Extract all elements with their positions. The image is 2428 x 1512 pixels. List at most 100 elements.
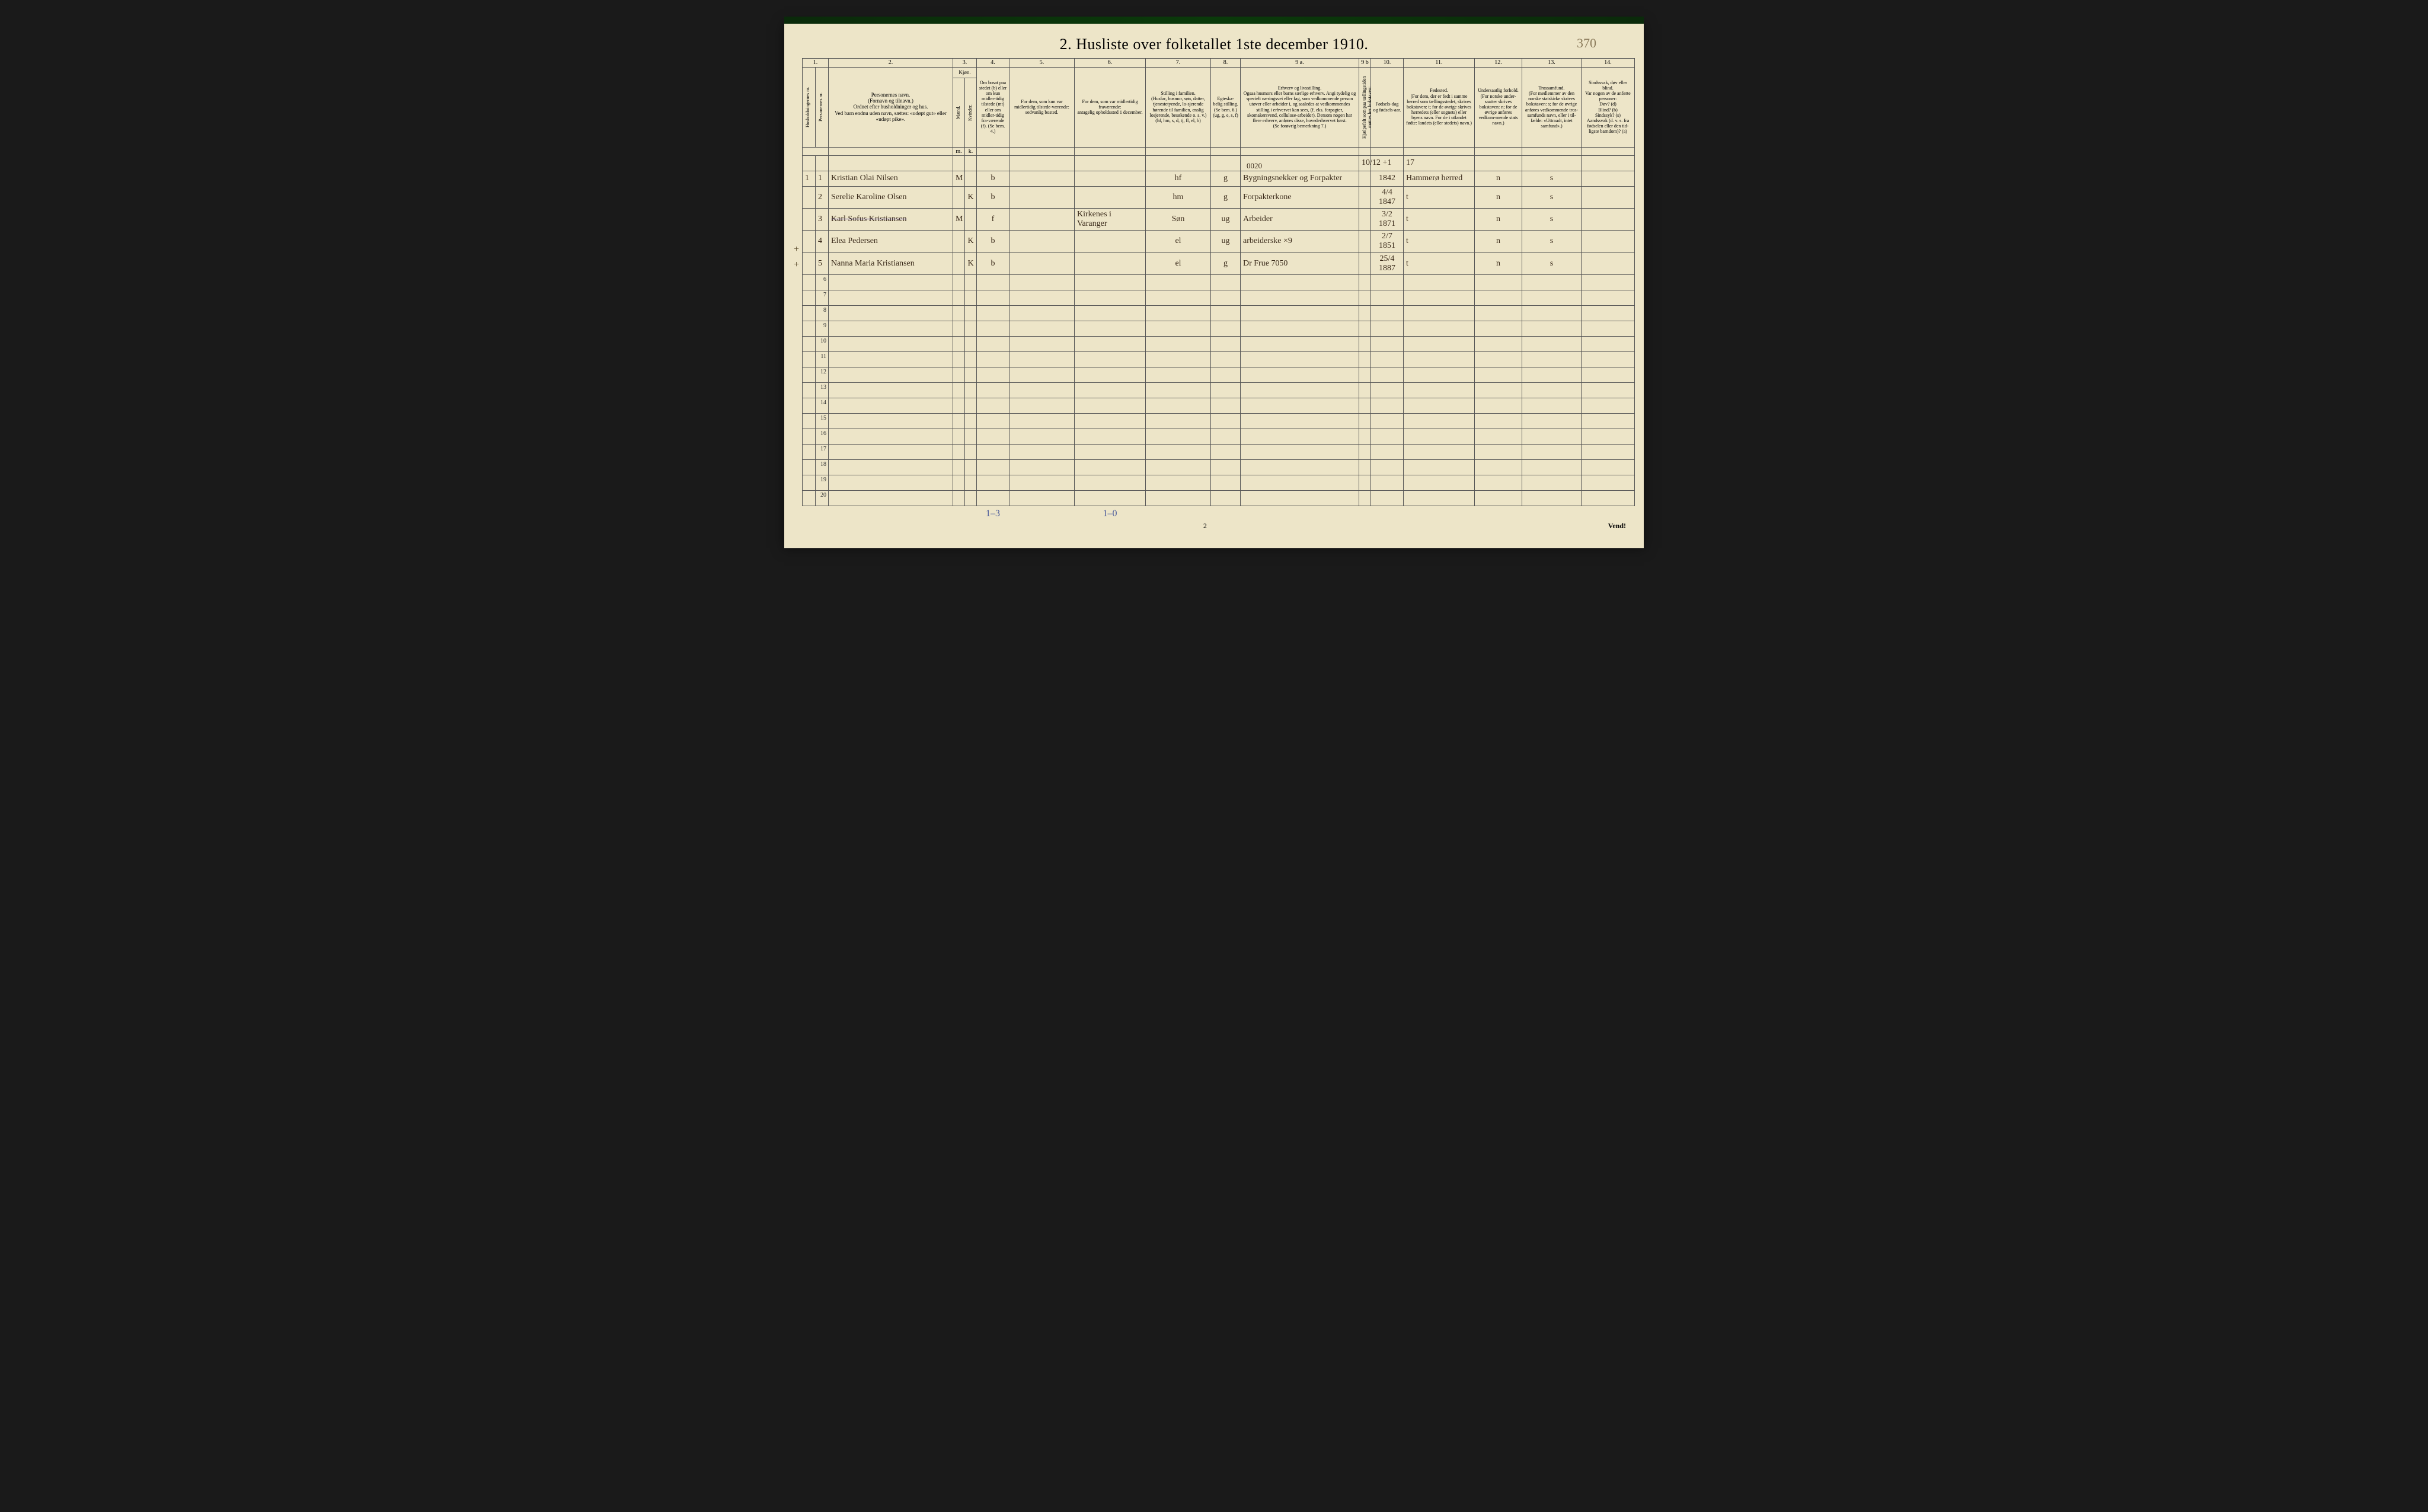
- empty-cell: [1146, 475, 1211, 490]
- empty-cell: [1582, 367, 1635, 382]
- empty-cell: [1582, 321, 1635, 336]
- table-row: 9: [803, 321, 1635, 336]
- empty-cell: [977, 351, 1009, 367]
- cell-c6: Kirkenes i Varanger: [1075, 209, 1146, 231]
- empty-cell: [1075, 444, 1146, 459]
- empty-cell: [1404, 413, 1475, 429]
- empty-cell: [1404, 444, 1475, 459]
- empty-cell: [1075, 305, 1146, 321]
- empty-cell: [1522, 336, 1582, 351]
- empty-cell: [1075, 321, 1146, 336]
- cell-res: f: [977, 209, 1009, 231]
- colnum-1: 1.: [803, 59, 829, 68]
- empty-cell: [1359, 336, 1371, 351]
- empty-cell: [1241, 336, 1359, 351]
- column-number-row: 1. 2. 3. 4. 5. 6. 7. 8. 9 a. 9 b 10. 11.…: [803, 59, 1635, 68]
- empty-cell: [1211, 382, 1241, 398]
- empty-cell: [1371, 429, 1404, 444]
- empty-cell: [829, 429, 953, 444]
- empty-cell: [1371, 274, 1404, 290]
- empty-cell: [1211, 429, 1241, 444]
- empty-cell: [953, 475, 965, 490]
- cell-mar: g: [1211, 252, 1241, 274]
- empty-cell: [953, 351, 965, 367]
- hdr-hh-nr: Husholdningernes nr.: [804, 69, 811, 146]
- table-row: 3Karl Sofus KristiansenMfKirkenes i Vara…: [803, 209, 1635, 231]
- empty-cell: [953, 321, 965, 336]
- empty-cell: [1404, 429, 1475, 444]
- empty-cell: [1146, 398, 1211, 413]
- cell-sexK: [965, 171, 977, 187]
- empty-cell: [1211, 398, 1241, 413]
- empty-cell: [953, 305, 965, 321]
- empty-cell: [1404, 336, 1475, 351]
- colnum-3: 3.: [953, 59, 977, 68]
- empty-cell: [977, 429, 1009, 444]
- hdr-birth: Fødsels-dag og fødsels-aar.: [1371, 67, 1404, 147]
- empty-cell: [1582, 336, 1635, 351]
- cell-birth: 25/4 1887: [1371, 252, 1404, 274]
- empty-cell: 9: [816, 321, 829, 336]
- annotation-row: 10/12 +1 17: [803, 156, 1635, 171]
- cell-place: Hammerø herred: [1404, 171, 1475, 187]
- header-row-1: Husholdningernes nr. Personernes nr. Per…: [803, 67, 1635, 78]
- totals-row: 1–3 1–0: [803, 506, 1635, 520]
- empty-cell: [1241, 274, 1359, 290]
- empty-cell: [1522, 398, 1582, 413]
- empty-cell: [953, 398, 965, 413]
- empty-cell: [1211, 351, 1241, 367]
- empty-cell: [1371, 475, 1404, 490]
- empty-cell: [1241, 398, 1359, 413]
- empty-cell: [1211, 274, 1241, 290]
- empty-cell: [803, 459, 816, 475]
- empty-cell: [1359, 382, 1371, 398]
- empty-cell: [953, 490, 965, 506]
- empty-cell: [1146, 305, 1211, 321]
- empty-cell: [953, 413, 965, 429]
- empty-cell: [1009, 444, 1075, 459]
- empty-cell: [1475, 351, 1522, 367]
- empty-cell: [829, 490, 953, 506]
- cell-fam: Søn: [1146, 209, 1211, 231]
- empty-cell: [803, 398, 816, 413]
- cell-place: t: [1404, 187, 1475, 209]
- empty-cell: [1146, 444, 1211, 459]
- empty-cell: [1146, 321, 1211, 336]
- empty-cell: [1582, 351, 1635, 367]
- table-row: 17: [803, 444, 1635, 459]
- cell-nat: n: [1475, 252, 1522, 274]
- cell-c6: [1075, 187, 1146, 209]
- empty-cell: [965, 351, 977, 367]
- empty-cell: [1371, 459, 1404, 475]
- empty-cell: 6: [816, 274, 829, 290]
- empty-cell: 19: [816, 475, 829, 490]
- empty-cell: [977, 475, 1009, 490]
- empty-cell: [829, 475, 953, 490]
- empty-cell: [953, 274, 965, 290]
- cell-c9b: [1359, 187, 1371, 209]
- cell-name: Elea Pedersen: [829, 231, 953, 252]
- empty-cell: [1009, 305, 1075, 321]
- empty-cell: [953, 429, 965, 444]
- cell-sexK: K: [965, 231, 977, 252]
- empty-cell: [803, 413, 816, 429]
- cell-sexK: K: [965, 252, 977, 274]
- cell-occ: Bygningsnekker og Forpakter: [1241, 171, 1359, 187]
- empty-cell: [1371, 290, 1404, 305]
- cell-c5: [1009, 187, 1075, 209]
- empty-cell: [1075, 459, 1146, 475]
- cell-c5: [1009, 209, 1075, 231]
- empty-cell: [1404, 367, 1475, 382]
- empty-cell: [803, 429, 816, 444]
- colnum-11: 11.: [1404, 59, 1475, 68]
- empty-cell: [1582, 490, 1635, 506]
- empty-cell: [965, 382, 977, 398]
- mk-k: k.: [965, 147, 977, 156]
- colnum-4: 4.: [977, 59, 1009, 68]
- cell-c14: [1582, 231, 1635, 252]
- empty-cell: [1475, 444, 1522, 459]
- empty-cell: [1146, 274, 1211, 290]
- hdr-present: For dem, som kun var midlertidig tilsted…: [1009, 67, 1075, 147]
- cell-rel: s: [1522, 231, 1582, 252]
- empty-cell: [965, 367, 977, 382]
